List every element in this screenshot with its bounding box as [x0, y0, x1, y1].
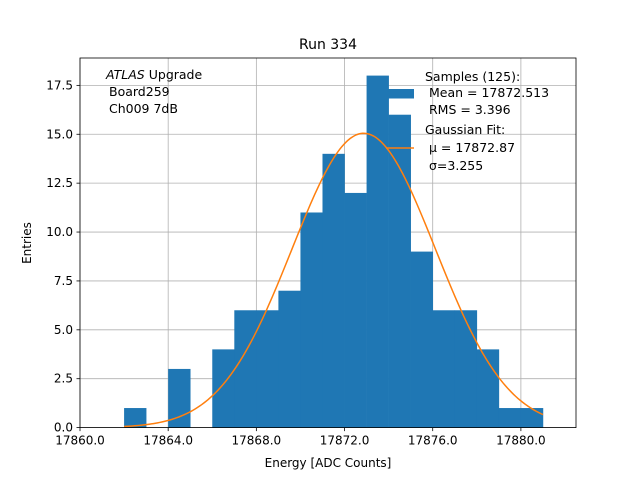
legend-samples-rms: RMS = 3.396: [429, 102, 511, 117]
histogram-bar: [498, 408, 522, 428]
x-axis-label: Energy [ADC Counts]: [265, 456, 392, 470]
histogram-bar: [520, 408, 544, 428]
legend-fit-mu: μ = 17872.87: [429, 140, 515, 155]
histogram-bar: [454, 310, 478, 428]
y-tick-label: 10.0: [46, 225, 73, 239]
histogram-bar: [366, 75, 389, 428]
gaussian-fit-curve: [124, 132, 544, 428]
histogram-bar: [168, 368, 191, 428]
x-tick-label: 17868.0: [232, 434, 282, 448]
board-text: Board259: [109, 84, 170, 99]
legend-fit-label: Gaussian Fit:: [425, 122, 505, 137]
x-tick-label: 17864.0: [143, 434, 193, 448]
y-tick-label: 0.0: [54, 421, 73, 435]
histogram-bar: [234, 310, 257, 428]
x-axis-ticks: 17860.0 17864.0 17868.0 17872.0 17876.0 17880…: [55, 427, 546, 448]
histogram-bar: [124, 408, 147, 428]
y-axis-ticks: 0.0 2.5 5.0 7.5 10.0 12.5 15.0 17.5: [46, 78, 80, 435]
chart-title: Run 334: [299, 37, 357, 53]
histogram-bar: [410, 251, 434, 428]
annotation-line-1: ATLAS Upgrade: [105, 67, 202, 82]
histogram-bar: [212, 349, 235, 428]
legend-fit-sigma: σ=3.255: [429, 158, 483, 173]
histogram-bars: [124, 75, 544, 428]
y-axis-label: Entries: [20, 222, 34, 264]
y-tick-label: 2.5: [54, 372, 73, 386]
atlas-text: ATLAS: [105, 67, 145, 82]
x-tick-label: 17872.0: [320, 434, 370, 448]
gaussian-fit: [124, 132, 544, 428]
channel-text: Ch009 7dB: [109, 101, 178, 116]
y-tick-label: 7.5: [54, 274, 73, 288]
plot-frame: [79, 57, 577, 429]
histogram-bar: [300, 212, 323, 428]
x-tick-label: 17880.0: [496, 434, 546, 448]
histogram-bar: [432, 310, 456, 428]
histogram-bar: [476, 349, 500, 428]
legend-samples-mean: Mean = 17872.513: [429, 85, 549, 100]
histogram-bar: [322, 153, 345, 428]
histogram-bar: [388, 114, 411, 428]
y-tick-label: 5.0: [54, 323, 73, 337]
legend-samples-swatch: [386, 89, 414, 99]
legend: Samples (125): Mean = 17872.513 RMS = 3.…: [386, 69, 549, 173]
upgrade-text: Upgrade: [149, 67, 203, 82]
histogram-bar: [344, 192, 367, 428]
y-tick-label: 15.0: [46, 127, 73, 141]
annotation: ATLAS Upgrade Board259 Ch009 7dB: [105, 67, 202, 116]
x-tick-label: 17876.0: [408, 434, 458, 448]
histogram-bar: [278, 290, 301, 428]
x-tick-label: 17860.0: [55, 434, 105, 448]
y-tick-label: 12.5: [46, 176, 73, 190]
legend-samples-label: Samples (125):: [425, 69, 520, 84]
histogram-bar: [256, 310, 279, 428]
y-tick-label: 17.5: [46, 78, 73, 92]
